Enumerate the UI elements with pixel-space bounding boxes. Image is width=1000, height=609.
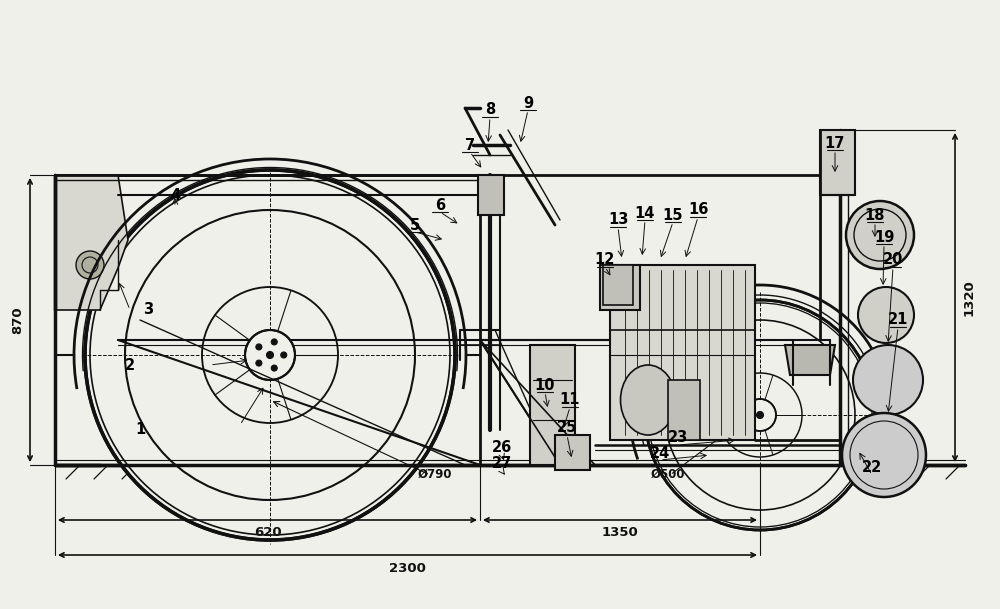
Text: 20: 20 [883, 253, 903, 267]
Text: 6: 6 [435, 197, 445, 213]
Text: 27: 27 [492, 457, 512, 471]
Text: Ø790: Ø790 [418, 468, 452, 481]
Circle shape [846, 201, 914, 269]
Text: 8: 8 [485, 102, 495, 118]
Polygon shape [668, 380, 700, 440]
Text: Ø500: Ø500 [651, 468, 685, 481]
Polygon shape [603, 265, 633, 305]
Polygon shape [785, 345, 835, 375]
Polygon shape [478, 175, 504, 215]
Ellipse shape [620, 365, 676, 435]
Polygon shape [530, 345, 575, 465]
Circle shape [76, 251, 104, 279]
Text: 1350: 1350 [602, 526, 638, 538]
Circle shape [744, 399, 776, 431]
Polygon shape [610, 265, 755, 440]
Text: 2: 2 [125, 357, 135, 373]
Polygon shape [600, 265, 640, 310]
Text: 23: 23 [668, 431, 688, 446]
Text: 19: 19 [874, 230, 894, 244]
Circle shape [85, 170, 455, 540]
Polygon shape [555, 435, 590, 470]
Text: 1320: 1320 [962, 279, 976, 316]
Text: 9: 9 [523, 96, 533, 110]
Text: 2300: 2300 [389, 561, 426, 574]
Text: 10: 10 [535, 378, 555, 392]
Circle shape [858, 287, 914, 343]
Text: 7: 7 [465, 138, 475, 152]
Text: 1: 1 [135, 423, 145, 437]
Circle shape [842, 413, 926, 497]
Text: 11: 11 [560, 392, 580, 407]
Text: 21: 21 [888, 312, 908, 328]
Text: 15: 15 [663, 208, 683, 222]
Circle shape [757, 412, 764, 418]
Text: 870: 870 [12, 306, 24, 334]
Text: 24: 24 [650, 446, 670, 460]
Text: 13: 13 [608, 213, 628, 228]
Circle shape [281, 352, 287, 358]
Text: 25: 25 [557, 420, 577, 435]
Circle shape [256, 360, 262, 366]
Text: 16: 16 [688, 203, 708, 217]
Text: 3: 3 [143, 303, 153, 317]
Text: 17: 17 [825, 135, 845, 150]
Polygon shape [55, 175, 128, 310]
Text: 22: 22 [862, 460, 882, 476]
Text: 14: 14 [635, 205, 655, 220]
Circle shape [266, 351, 274, 359]
Circle shape [645, 300, 875, 530]
Polygon shape [820, 130, 855, 195]
Circle shape [271, 339, 277, 345]
Text: 620: 620 [254, 526, 281, 538]
Circle shape [245, 330, 295, 380]
Circle shape [256, 344, 262, 350]
Circle shape [853, 345, 923, 415]
Text: 5: 5 [410, 217, 420, 233]
Text: 26: 26 [492, 440, 512, 456]
Text: 4: 4 [170, 188, 180, 203]
Circle shape [271, 365, 277, 371]
Text: 12: 12 [595, 253, 615, 267]
Text: 18: 18 [865, 208, 885, 222]
